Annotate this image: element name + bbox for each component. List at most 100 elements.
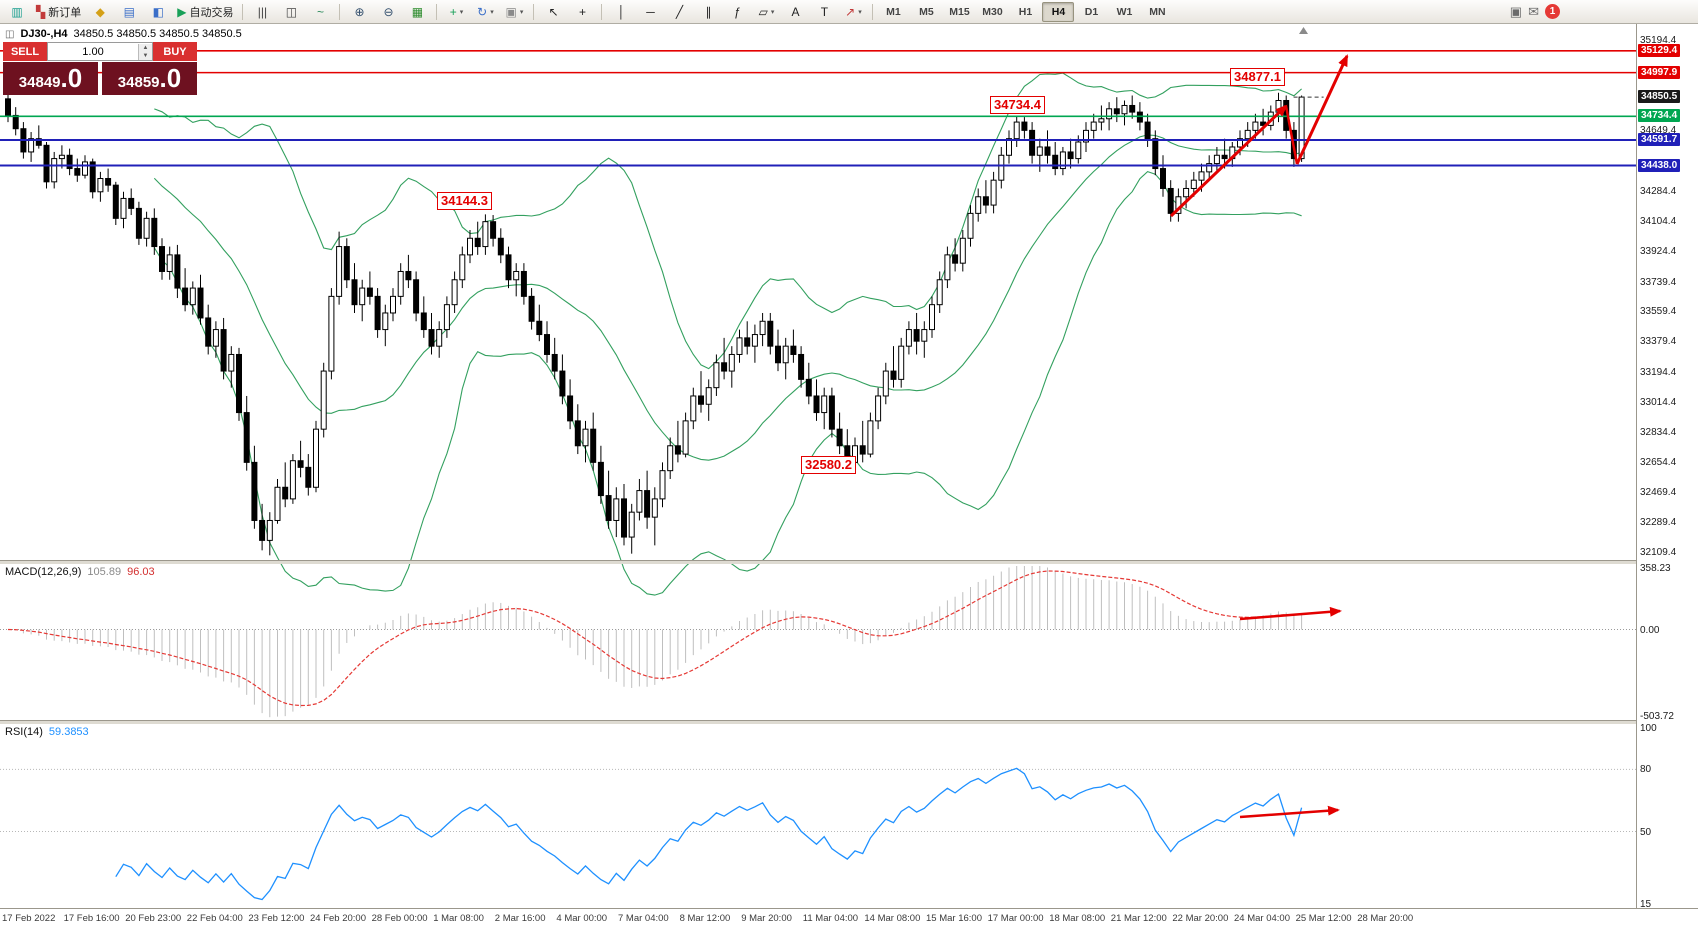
price-axis-marker: 35129.4 (1638, 43, 1681, 57)
mail-icon[interactable]: ✉ (1528, 3, 1539, 19)
timeframe-m30-button[interactable]: M30 (982, 5, 1003, 18)
chart-profile-button-icon: ◆ (95, 4, 105, 19)
new-order-button-icon: ▚ (36, 4, 46, 19)
line-chart-button-icon: ~ (316, 4, 324, 19)
time-axis-label: 24 Feb 20:00 (310, 913, 366, 924)
chevron-down-icon: ▾ (459, 8, 464, 16)
price-axis-label: 33379.4 (1640, 336, 1677, 348)
timeframe-mn-button[interactable]: MN (1149, 5, 1166, 18)
price-annotation[interactable]: 32580.2 (801, 456, 856, 474)
price-axis-label: 35194.4 (1640, 35, 1677, 46)
new-chart-button-icon: ▥ (11, 4, 23, 19)
buy-tab[interactable]: BUY (153, 42, 197, 61)
timeframe-w1-button[interactable]: W1 (1116, 5, 1133, 18)
tile-windows-button-icon: ▦ (411, 4, 424, 19)
time-axis-label: 11 Mar 04:00 (802, 913, 859, 924)
pane-divider-macd[interactable] (0, 560, 1698, 564)
chart-canvas[interactable] (0, 24, 1636, 930)
auto-trading-button-icon: ▶ (177, 4, 187, 19)
bar-chart-button[interactable]: ||| (248, 1, 276, 23)
timeframe-h1-button[interactable]: H1 (1018, 5, 1033, 18)
chart-title: ◫ DJ30-,H4 34850.5 34850.5 34850.5 34850… (5, 28, 242, 40)
periods-button-icon: ↻ (477, 4, 488, 19)
zoom-in-button-icon: ⊕ (354, 4, 365, 19)
timeframe-d1-button[interactable]: D1 (1084, 5, 1099, 18)
fibonacci-button[interactable]: ƒ (723, 1, 751, 23)
sell-tab[interactable]: SELL (3, 42, 47, 61)
time-axis-label: 21 Mar 12:00 (1110, 913, 1167, 924)
timeframe-h4-button[interactable]: H4 (1042, 1, 1075, 22)
price-annotation[interactable]: 34144.3 (437, 192, 492, 210)
label-button[interactable]: T (810, 1, 838, 23)
chart-profile-button[interactable]: ◆ (86, 1, 114, 23)
volume-down-button[interactable]: ▼ (139, 51, 152, 60)
cursor-button[interactable]: ↖ (539, 1, 567, 23)
price-axis-marker: 34734.4 (1638, 109, 1681, 123)
trendline-button-icon: ╱ (675, 4, 684, 19)
new-order-button[interactable]: ▚ 新订单 (32, 1, 85, 23)
volume-input[interactable] (48, 43, 138, 60)
zoom-out-button[interactable]: ⊖ (374, 1, 402, 23)
horizontal-line-button[interactable]: ─ (636, 1, 664, 23)
sell-button[interactable]: 34849.0 (3, 62, 98, 95)
ohlc-values: 34850.5 34850.5 34850.5 34850.5 (73, 28, 242, 40)
new-order-button-label: 新订单 (48, 6, 82, 19)
price-axis-label: 33014.4 (1640, 396, 1677, 408)
timeframe-m15-button[interactable]: M15 (949, 5, 970, 18)
price-annotation[interactable]: 34877.1 (1230, 68, 1285, 86)
app-icon[interactable]: ▣ (1509, 3, 1523, 19)
vertical-line-button[interactable]: │ (607, 1, 635, 23)
time-axis-label: 28 Feb 00:00 (371, 913, 428, 924)
text-button-icon: A (791, 4, 800, 19)
price-axis-marker: 34591.7 (1638, 133, 1681, 147)
time-axis-label: 17 Feb 2022 (2, 913, 56, 924)
toolbar-separator (436, 3, 438, 20)
templates-button[interactable]: ▣ ▾ (500, 1, 528, 23)
new-chart-button[interactable]: ▥ (3, 1, 31, 23)
price-axis-label: 33559.4 (1640, 306, 1677, 318)
volume-stepper: ▲ ▼ (47, 42, 153, 61)
pane-divider-rsi[interactable] (0, 720, 1698, 724)
volume-up-button[interactable]: ▲ (139, 43, 152, 52)
timeframe-m1-button[interactable]: M1 (886, 5, 901, 18)
rsi-axis-label: 15 (1640, 898, 1652, 910)
tile-windows-button[interactable]: ▦ (403, 1, 431, 23)
time-axis-label: 18 Mar 08:00 (1049, 913, 1106, 924)
timeframe-m5-button[interactable]: M5 (919, 5, 934, 18)
rsi-axis-label: 50 (1640, 826, 1652, 838)
price-axis-label: 34649.4 (1640, 125, 1677, 137)
indicators-button-icon: + (449, 4, 457, 19)
indicators-button[interactable]: + ▾ (442, 1, 470, 23)
text-button[interactable]: A (781, 1, 809, 23)
auto-trading-button[interactable]: ▶ 自动交易 (173, 1, 237, 23)
time-axis-label: 17 Mar 00:00 (987, 913, 1044, 924)
price-axis[interactable]: 35194.4 34649.4 34284.4 34104.4 33924.4 33739… (1637, 24, 1698, 910)
toolbar-buttons: ▥ ▚ 新订单 ◆ ▤ ◧ ▶ 自动交易 ||| ◫ ~ ⊕ ⊖ ▦ + ▾ ↻ ▾ ▣ ▾ ↖ + │ ─ ╱ ∥ ƒ ▱ ▾ A T ↗ ▾ (3, 1, 877, 23)
buy-button[interactable]: 34859.0 (102, 62, 197, 95)
time-axis-label: 15 Mar 16:00 (926, 913, 982, 924)
macd-signal-line (7, 570, 1302, 707)
crosshair-button[interactable]: + (568, 1, 596, 23)
chevron-down-icon: ▾ (858, 8, 862, 16)
macd-label: MACD(12,26,9) 105.89 96.03 (5, 566, 155, 578)
periods-button[interactable]: ↻ ▾ (471, 1, 499, 23)
time-axis[interactable]: 17 Feb 2022 17 Feb 16:00 20 Feb 23:00 22 Fe… (0, 909, 1636, 930)
toolbar-separator (339, 3, 341, 20)
zoom-in-button[interactable]: ⊕ (345, 1, 373, 23)
arrows-button[interactable]: ↗ ▾ (839, 1, 867, 23)
price-annotation[interactable]: 34734.4 (990, 96, 1045, 114)
line-chart-button[interactable]: ~ (306, 1, 334, 23)
channel-button[interactable]: ∥ (694, 1, 722, 23)
candlestick-chart-button[interactable]: ◫ (277, 1, 305, 23)
rsi-arrow (1239, 805, 1340, 819)
trendline-button[interactable]: ╱ (665, 1, 693, 23)
time-axis-label: 22 Feb 04:00 (186, 913, 243, 924)
notification-badge[interactable]: 1 (1545, 4, 1560, 19)
arrows-button-icon: ↗ (845, 4, 856, 19)
price-axis-label: 33739.4 (1640, 276, 1677, 288)
crosshair-button-icon: + (578, 4, 586, 19)
shapes-button[interactable]: ▱ ▾ (752, 1, 780, 23)
data-window-button[interactable]: ◧ (144, 1, 172, 23)
bb-upper-band (154, 72, 1302, 370)
market-watch-button[interactable]: ▤ (115, 1, 143, 23)
